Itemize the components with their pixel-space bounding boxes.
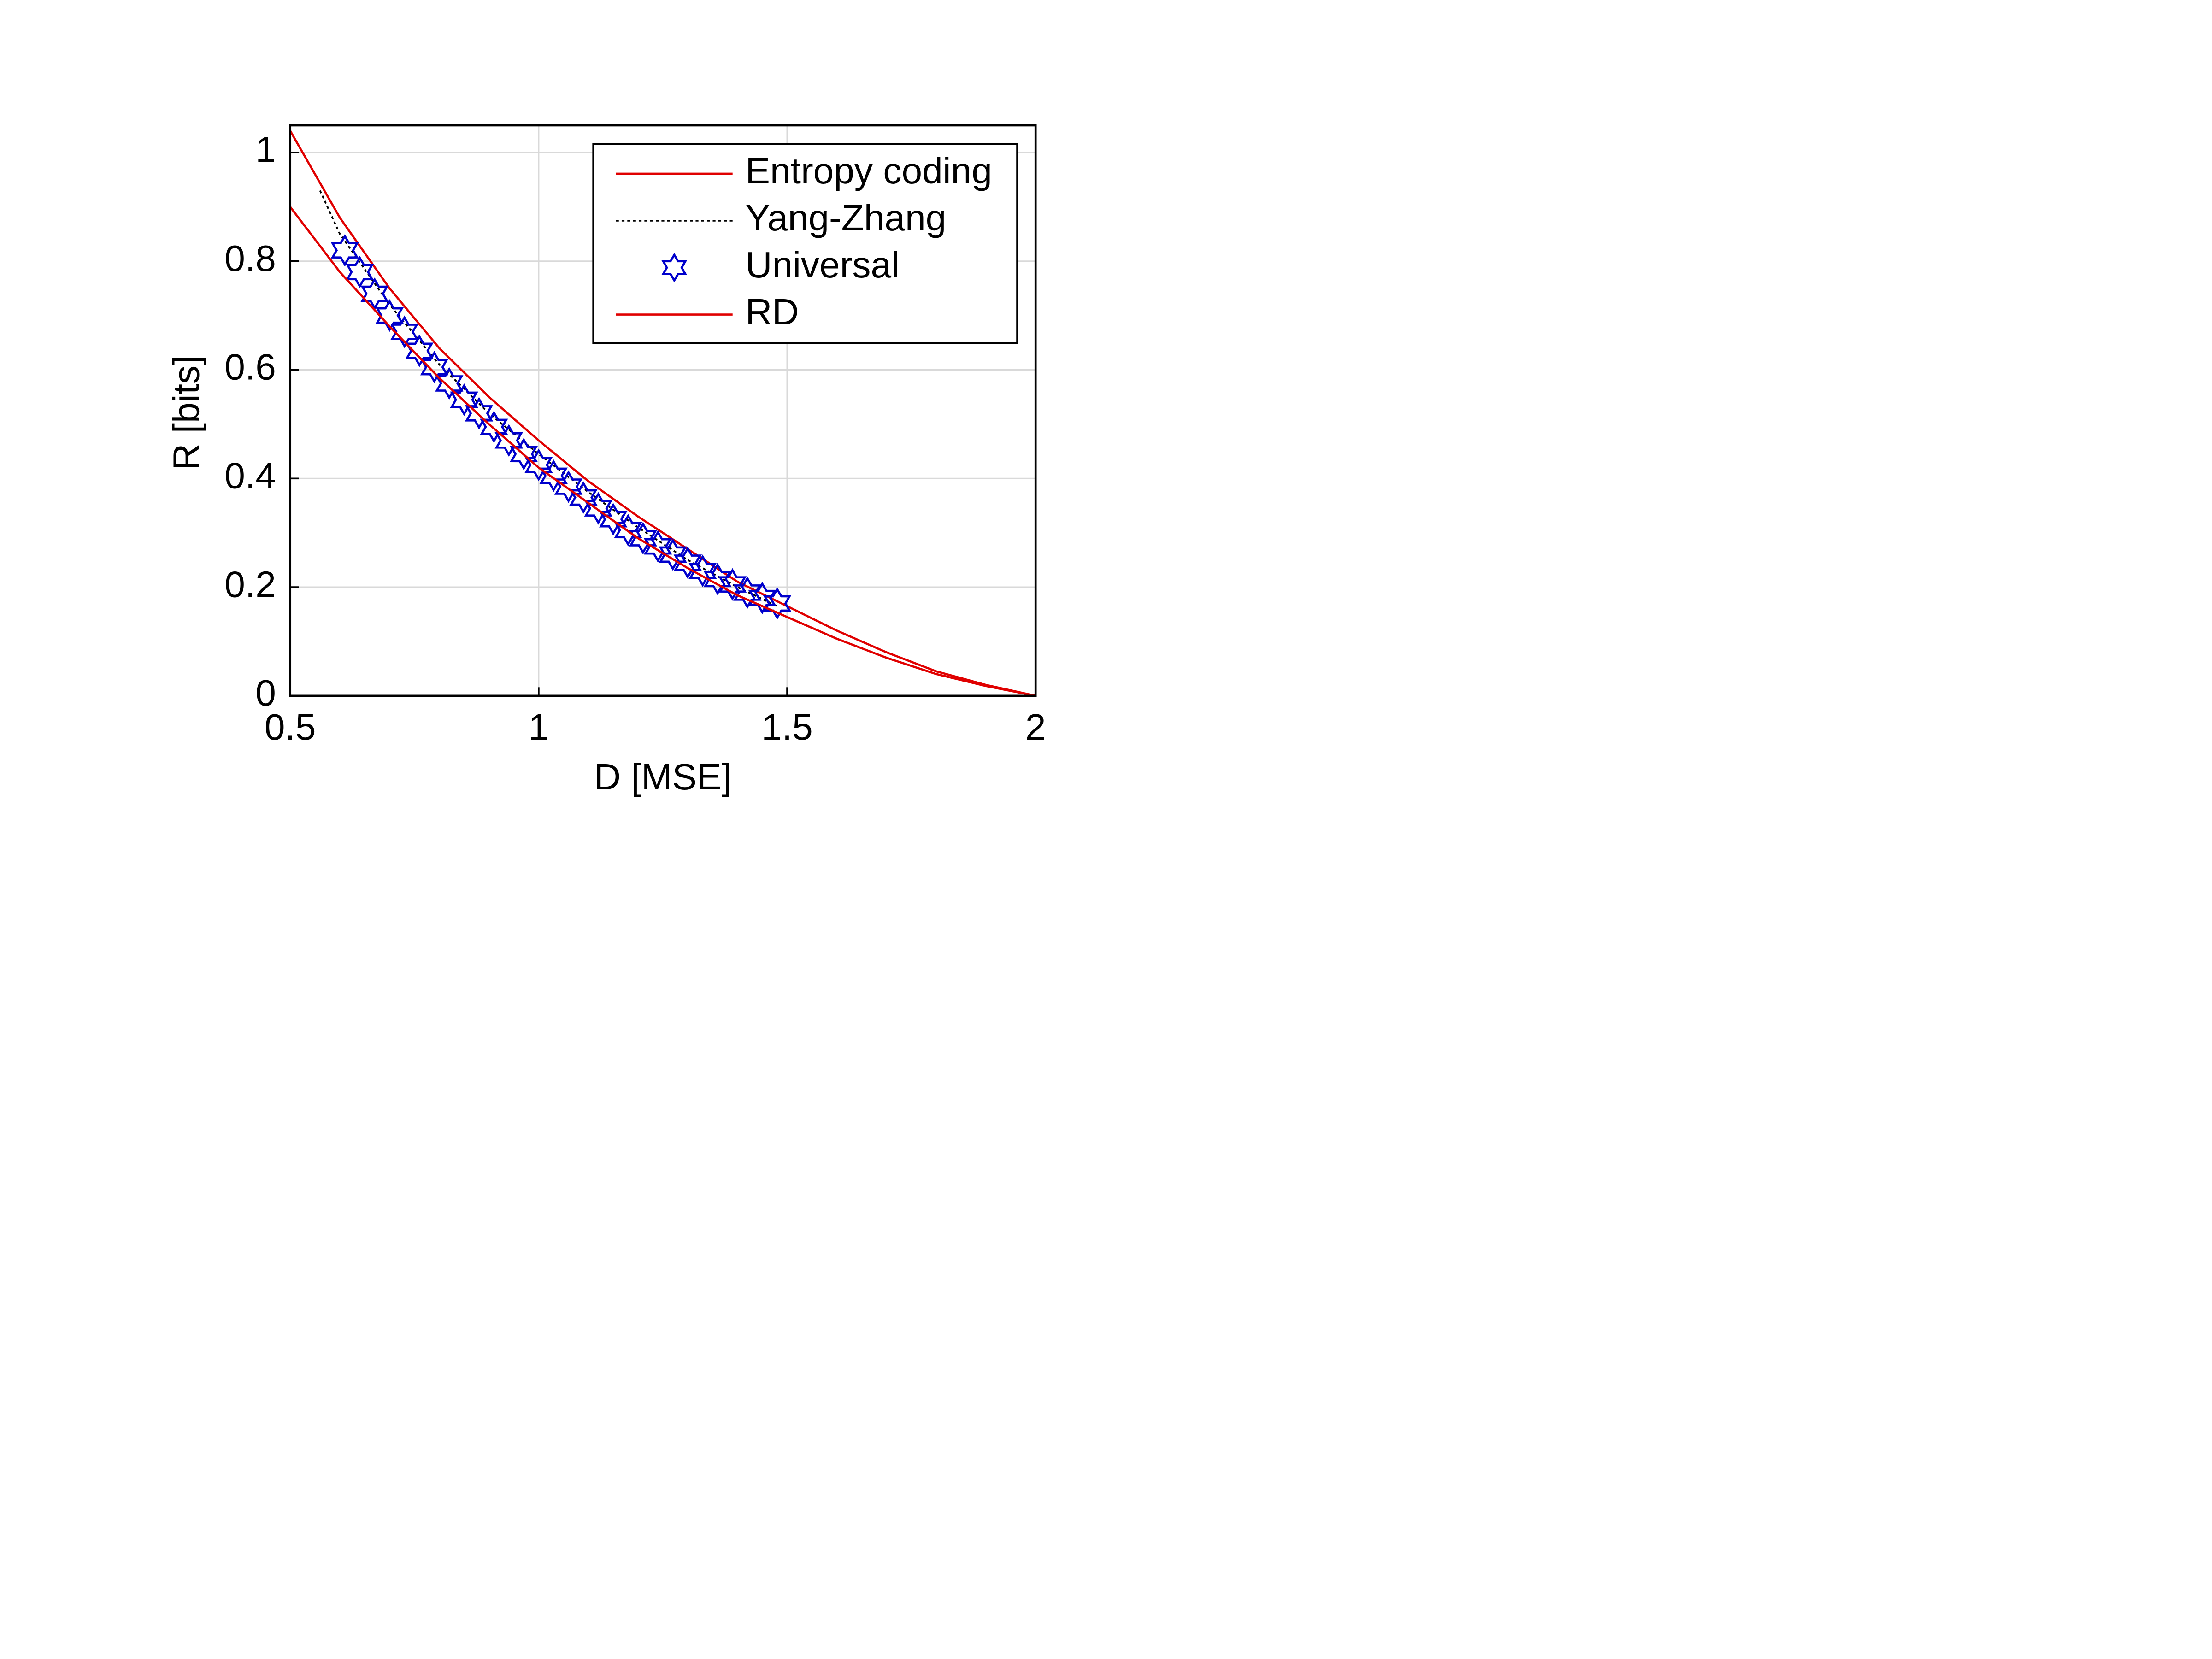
data-point: [345, 255, 374, 288]
data-point: [659, 538, 687, 571]
y-tick-label: 0.6: [224, 347, 276, 388]
plot-area: [289, 130, 1036, 697]
data-point: [733, 576, 762, 609]
y-tick-label: 0: [255, 672, 276, 714]
legend-label: RD: [745, 291, 799, 333]
data-point: [703, 562, 732, 595]
data-point: [390, 315, 419, 348]
data-point: [375, 299, 404, 332]
legend-label: Yang-Zhang: [745, 197, 946, 239]
data-point: [494, 424, 523, 457]
legend-marker: [661, 253, 688, 283]
y-tick-label: 0.8: [224, 238, 276, 279]
y-tick-label: 0.2: [224, 564, 276, 605]
x-tick-label: 0.5: [265, 706, 316, 748]
axes-frame: [289, 124, 1037, 697]
data-point: [718, 568, 747, 601]
x-tick-label: 2: [1025, 706, 1046, 748]
legend-box: [592, 143, 1018, 344]
y-axis-label: R [bits]: [166, 355, 207, 471]
data-point: [763, 587, 792, 620]
y-tick-label: 0.4: [224, 455, 276, 496]
data-point: [465, 397, 494, 430]
data-point: [629, 522, 658, 555]
x-axis-label: D [MSE]: [594, 756, 732, 798]
data-point: [509, 437, 538, 471]
data-point: [748, 582, 777, 615]
legend-label: Entropy coding: [745, 150, 992, 192]
legend-label: Universal: [745, 244, 899, 286]
data-point: [688, 554, 717, 588]
y-tick-label: 1: [255, 129, 276, 171]
series-line: [289, 130, 1036, 697]
data-point: [450, 383, 478, 416]
data-point: [360, 277, 389, 310]
data-point: [643, 530, 672, 563]
data-point: [673, 546, 702, 579]
x-tick-label: 1: [529, 706, 549, 748]
data-point: [330, 234, 359, 267]
x-tick-label: 1.5: [761, 706, 813, 748]
data-point: [480, 410, 508, 443]
series-line: [289, 206, 1036, 697]
series-line: [319, 190, 778, 607]
legend: Entropy coding Yang-Zhang Universal RD: [592, 143, 1018, 344]
